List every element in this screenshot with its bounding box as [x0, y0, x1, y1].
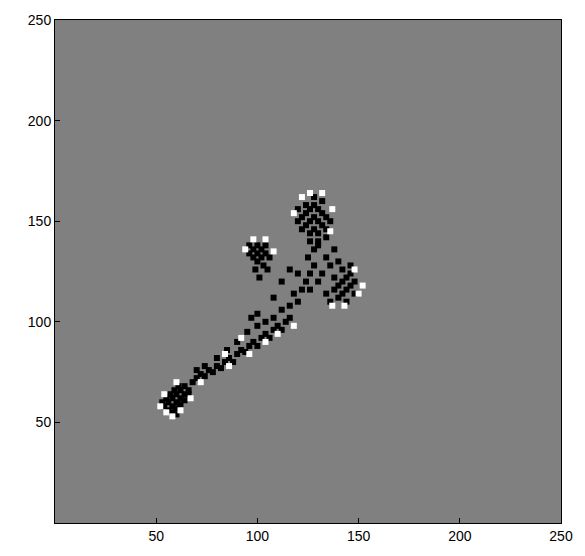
svg-text:150: 150 [28, 213, 52, 229]
svg-text:50: 50 [148, 528, 164, 544]
svg-text:150: 150 [347, 528, 371, 544]
svg-text:200: 200 [28, 113, 52, 129]
svg-text:250: 250 [28, 12, 52, 28]
svg-text:100: 100 [28, 314, 52, 330]
svg-text:200: 200 [448, 528, 472, 544]
svg-text:100: 100 [246, 528, 270, 544]
svg-text:250: 250 [549, 528, 573, 544]
svg-text:50: 50 [36, 414, 52, 430]
